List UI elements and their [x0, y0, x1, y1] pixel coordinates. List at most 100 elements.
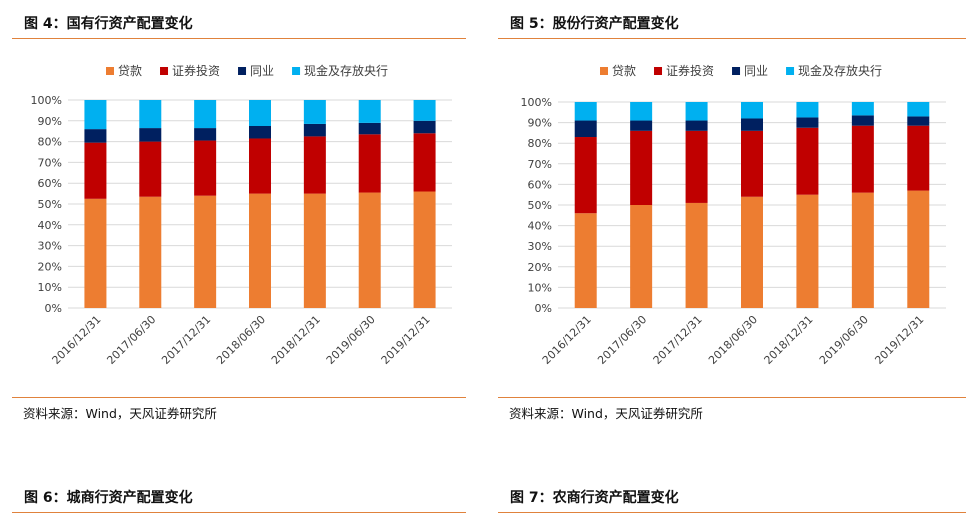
bar-segment — [741, 118, 763, 131]
bar-segment — [194, 100, 217, 129]
bar-segment — [796, 102, 819, 118]
y-tick-label: 60% — [528, 178, 552, 191]
y-tick-label: 10% — [38, 281, 62, 294]
bar-segment — [907, 116, 930, 126]
x-tick-label: 2017/12/31 — [651, 313, 705, 367]
legend-label: 证券投资 — [666, 63, 714, 78]
x-tick-label: 2016/12/31 — [540, 313, 594, 367]
bar-segment — [851, 102, 874, 116]
figure-4-chart: 贷款 证券投资 同业 现金及存放央行 0% 10% 20% 30% 40% 50% 60% 70% 80… — [31, 63, 452, 367]
bar-segment — [851, 192, 874, 308]
bar-segment — [249, 138, 271, 194]
bar-segment — [685, 202, 708, 308]
legend-label: 现金及存放央行 — [304, 63, 388, 78]
legend-swatch — [292, 67, 301, 75]
figure-6-top-rule — [12, 512, 466, 513]
bar-segment — [851, 125, 874, 193]
legend-label: 同业 — [744, 64, 768, 78]
bar-segment — [249, 193, 271, 308]
figure-6-title: 图 6：城商行资产配置变化 — [24, 490, 193, 506]
bar-segment — [249, 126, 271, 139]
legend-swatch — [600, 67, 608, 75]
bar-segment — [685, 102, 708, 121]
bar-segment — [413, 100, 436, 121]
bar-segment — [194, 195, 217, 308]
bar-segment — [84, 198, 107, 308]
bar-segment — [139, 196, 162, 308]
chart-legend: 贷款 证券投资 同业 现金及存放央行 — [106, 63, 388, 78]
y-tick-label: 0% — [535, 302, 552, 315]
bar-segment — [907, 190, 930, 308]
bar-segment — [574, 137, 597, 214]
y-tick-label: 100% — [31, 94, 62, 107]
y-tick-label: 40% — [528, 220, 552, 233]
bar-segment — [139, 100, 162, 129]
y-tick-label: 10% — [528, 281, 552, 294]
bar-segment — [574, 120, 597, 138]
bar-segment — [358, 122, 381, 135]
x-tick-label: 2017/06/30 — [595, 313, 649, 367]
bar-segment — [685, 120, 708, 131]
x-tick-label: 2018/12/31 — [762, 313, 816, 367]
figure-7-title: 图 7：农商行资产配置变化 — [510, 490, 679, 506]
y-tick-label: 50% — [528, 199, 552, 212]
figure-4-top-rule — [12, 38, 466, 39]
x-tick-label: 2019/06/30 — [324, 313, 378, 367]
bar-segment — [574, 102, 597, 121]
legend-swatch — [106, 67, 114, 75]
x-tick-label: 2018/06/30 — [706, 313, 760, 367]
bar-segment — [796, 127, 819, 195]
y-tick-label: 80% — [528, 137, 552, 150]
bar-segment — [413, 191, 436, 308]
y-tick-label: 100% — [521, 96, 552, 109]
bar-segment — [358, 192, 381, 308]
y-tick-label: 70% — [528, 158, 552, 171]
legend-swatch — [160, 67, 169, 75]
bar-segment — [741, 102, 763, 119]
x-tick-label: 2018/12/31 — [269, 313, 323, 367]
legend-label: 贷款 — [118, 64, 142, 78]
x-tick-label: 2017/06/30 — [104, 313, 158, 367]
bar-segment — [413, 133, 436, 192]
y-tick-label: 50% — [38, 198, 62, 211]
bar-segment — [907, 102, 930, 117]
figure-5-source: 资料来源：Wind，天风证券研究所 — [509, 406, 703, 421]
bar-segment — [84, 100, 107, 130]
y-tick-label: 30% — [38, 240, 62, 253]
bar-segment — [630, 120, 653, 131]
y-tick-label: 20% — [38, 260, 62, 273]
bar-segment — [358, 100, 381, 123]
x-tick-label: 2018/06/30 — [214, 313, 268, 367]
y-tick-label: 60% — [38, 177, 62, 190]
legend-label: 证券投资 — [172, 63, 220, 78]
chart-legend: 贷款 证券投资 同业 现金及存放央行 — [600, 63, 882, 78]
legend-swatch — [654, 67, 663, 75]
bar-segment — [84, 129, 107, 143]
bar-segment — [796, 194, 819, 308]
bar-segment — [303, 193, 326, 308]
bar-segment — [303, 136, 326, 194]
bar-segment — [796, 117, 819, 128]
figure-4-title: 图 4：国有行资产配置变化 — [24, 16, 193, 32]
bar-segment — [574, 213, 597, 308]
figure-5-title: 图 5：股份行资产配置变化 — [510, 16, 679, 32]
bar-segment — [303, 123, 326, 137]
bar-segment — [139, 141, 162, 197]
figure-5-bottom-rule — [498, 397, 966, 398]
figure-4-bottom-rule — [12, 397, 466, 398]
figure-7-top-rule — [498, 512, 966, 513]
legend-label: 现金及存放央行 — [798, 63, 882, 78]
figure-4-source: 资料来源：Wind，天风证券研究所 — [23, 406, 217, 421]
x-tick-label: 2016/12/31 — [50, 313, 104, 367]
bar-segment — [741, 196, 763, 308]
bar-segment — [907, 125, 930, 191]
bar-segment — [194, 128, 217, 141]
x-tick-label: 2019/12/31 — [379, 313, 433, 367]
y-tick-label: 30% — [528, 240, 552, 253]
y-tick-label: 20% — [528, 261, 552, 274]
y-tick-label: 90% — [38, 115, 62, 128]
y-tick-label: 0% — [45, 302, 62, 315]
figure-5-chart: 贷款 证券投资 同业 现金及存放央行 0% 10% 20% 30% 40% 50% 60% 70% 80… — [521, 63, 946, 367]
bar-segment — [249, 100, 271, 126]
y-tick-label: 40% — [38, 219, 62, 232]
